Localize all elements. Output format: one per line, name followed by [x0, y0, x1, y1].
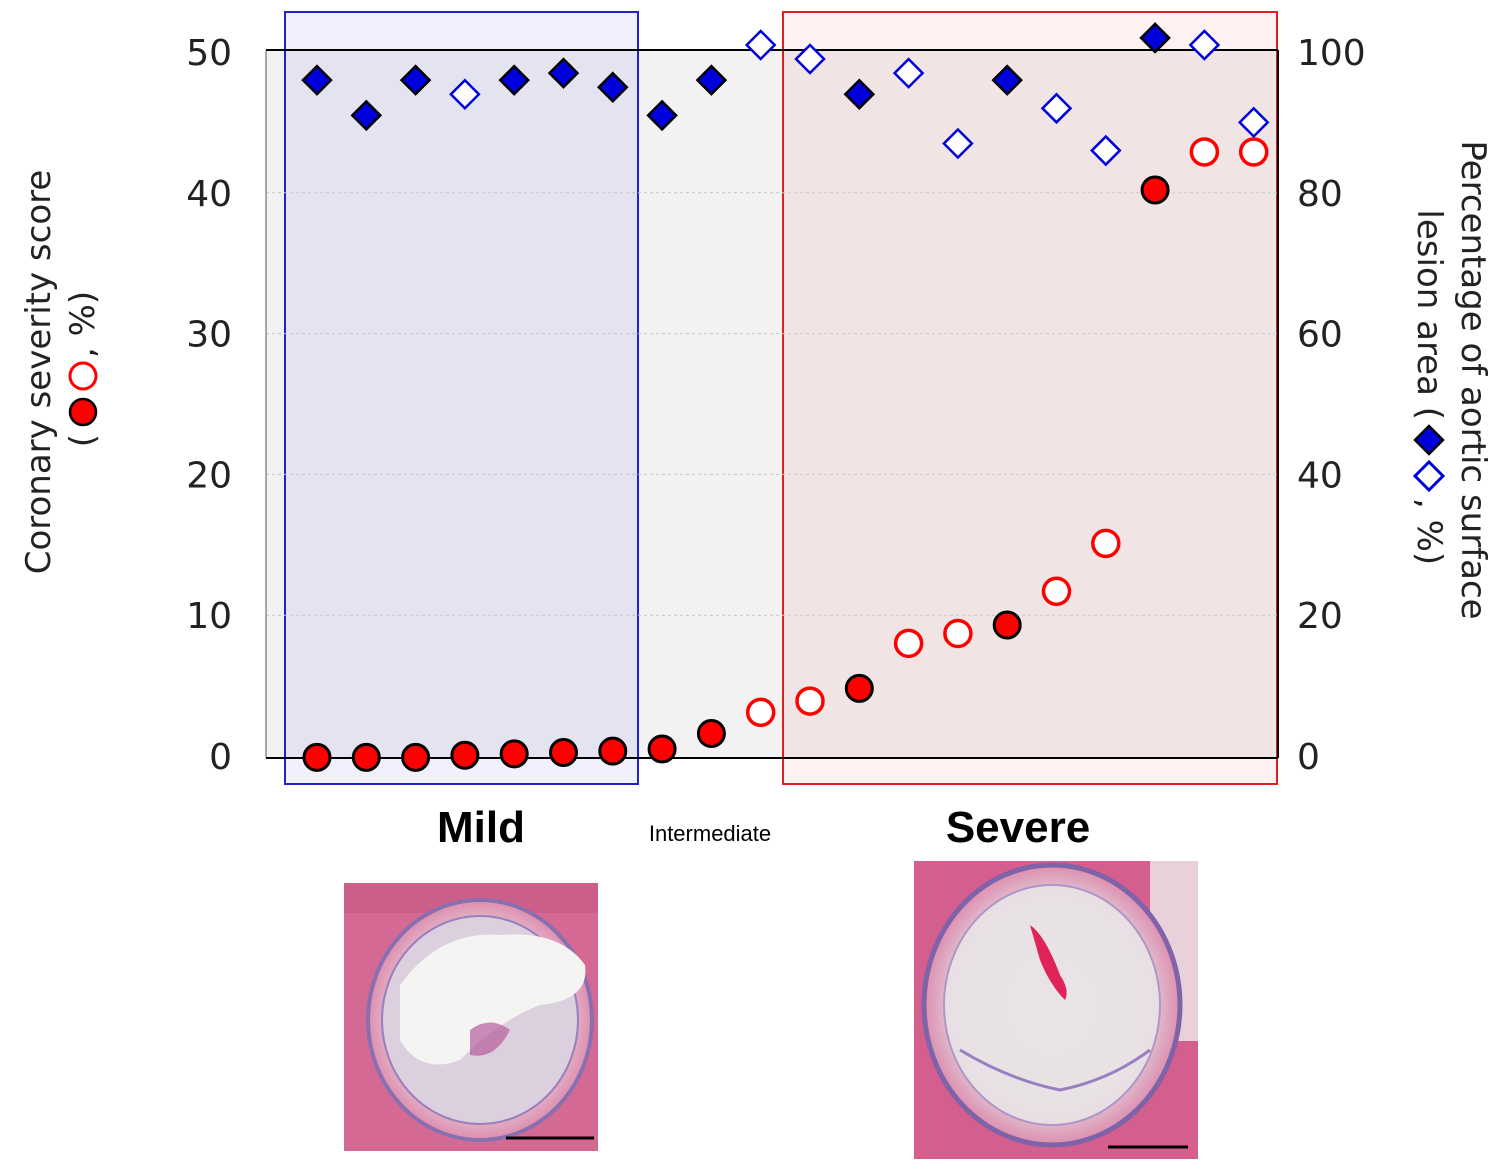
open-circle-point	[893, 628, 924, 659]
open-circle-point	[943, 618, 973, 649]
legend-open-circle-icon	[68, 361, 98, 391]
open-diamond-point	[744, 29, 777, 61]
filled-circle-point	[499, 739, 529, 769]
left-axis-title: Coronary severity score ( , %)	[19, 170, 103, 575]
right-tick-label: 100	[1297, 33, 1366, 74]
left-tick-label: 10	[186, 596, 232, 637]
svg-text:(: (	[63, 434, 103, 447]
svg-text:, %): , %)	[63, 291, 103, 358]
filled-circle-point	[647, 734, 677, 764]
filled-circle-point	[351, 742, 381, 772]
filled-diamond-point	[399, 64, 432, 96]
filled-circle-point	[549, 737, 578, 767]
open-circle-point	[1041, 576, 1072, 607]
group-box-mild	[284, 11, 639, 785]
filled-circle-point	[1140, 175, 1170, 205]
right-tick-label: 20	[1297, 596, 1343, 637]
filled-diamond-point	[843, 78, 876, 111]
filled-circle-point	[401, 742, 431, 772]
group-label-intermediate: Intermediate	[649, 821, 771, 846]
left-axis-title-line2: ( , %)	[63, 291, 103, 447]
filled-diamond-point	[301, 64, 333, 96]
left-tick-label: 40	[186, 174, 232, 215]
coronary-score-series	[302, 137, 1269, 772]
left-axis-ticks: 0 10 20 30 40 50	[186, 33, 232, 778]
filled-diamond-point	[498, 64, 530, 96]
filled-circle-point	[844, 673, 874, 703]
filled-circle-point	[696, 718, 726, 748]
open-diamond-point	[1237, 106, 1270, 139]
aortic-lesion-series	[301, 22, 1270, 167]
filled-diamond-point	[646, 99, 678, 132]
left-tick-label: 20	[186, 455, 232, 496]
open-diamond-point	[1040, 92, 1073, 125]
open-diamond-point	[942, 127, 974, 160]
legend-filled-diamond-icon	[1413, 424, 1445, 456]
filled-circle-point	[992, 610, 1022, 640]
open-circle-point	[795, 686, 825, 716]
histology-image-mild	[344, 883, 598, 1151]
filled-diamond-point	[547, 57, 580, 89]
legend-open-diamond-icon	[1412, 459, 1446, 493]
histology-image-severe	[914, 861, 1198, 1159]
group-box-severe	[782, 11, 1278, 785]
filled-diamond-point	[695, 64, 728, 96]
open-diamond-point	[1090, 134, 1122, 167]
right-tick-label: 40	[1297, 455, 1343, 496]
right-axis-title: Percentage of aortic surface lesion area…	[1409, 140, 1493, 619]
left-axis-title-line1: Coronary severity score	[19, 170, 59, 575]
open-diamond-point	[794, 43, 826, 75]
filled-diamond-point	[991, 64, 1023, 96]
right-axis-title-line2: lesion area ( , %)	[1409, 209, 1449, 565]
plot-background	[266, 50, 1278, 758]
open-circle-point	[745, 697, 776, 728]
axes	[265, 49, 1279, 759]
right-tick-label: 60	[1297, 315, 1343, 356]
open-circle-point	[1189, 137, 1220, 167]
open-diamond-point	[449, 78, 481, 111]
group-label-mild: Mild	[437, 803, 525, 852]
open-diamond-point	[1188, 29, 1221, 61]
right-axis-title-line1: Percentage of aortic surface	[1453, 140, 1493, 619]
filled-diamond-point	[350, 99, 383, 132]
legend-filled-circle-icon	[68, 397, 98, 427]
gridlines	[266, 192, 1278, 616]
open-circle-point	[1238, 137, 1269, 167]
open-diamond-point	[892, 57, 925, 89]
open-circle-point	[1091, 528, 1121, 559]
left-tick-label: 50	[186, 33, 232, 74]
right-axis-ticks: 0 20 40 60 80 100	[1297, 33, 1366, 778]
filled-diamond-point	[1139, 22, 1171, 54]
filled-circle-point	[598, 736, 628, 766]
svg-text:, %): , %)	[1409, 498, 1449, 565]
left-tick-label: 0	[209, 737, 232, 778]
left-tick-label: 30	[186, 315, 232, 356]
filled-circle-point	[450, 740, 480, 770]
filled-diamond-point	[597, 71, 629, 103]
right-tick-label: 80	[1297, 174, 1343, 215]
filled-circle-point	[302, 742, 332, 772]
svg-text:lesion area (: lesion area (	[1409, 209, 1449, 420]
right-tick-label: 0	[1297, 737, 1320, 778]
group-boxes	[284, 11, 1278, 785]
group-label-severe: Severe	[946, 803, 1090, 852]
plot-area	[266, 50, 1278, 758]
